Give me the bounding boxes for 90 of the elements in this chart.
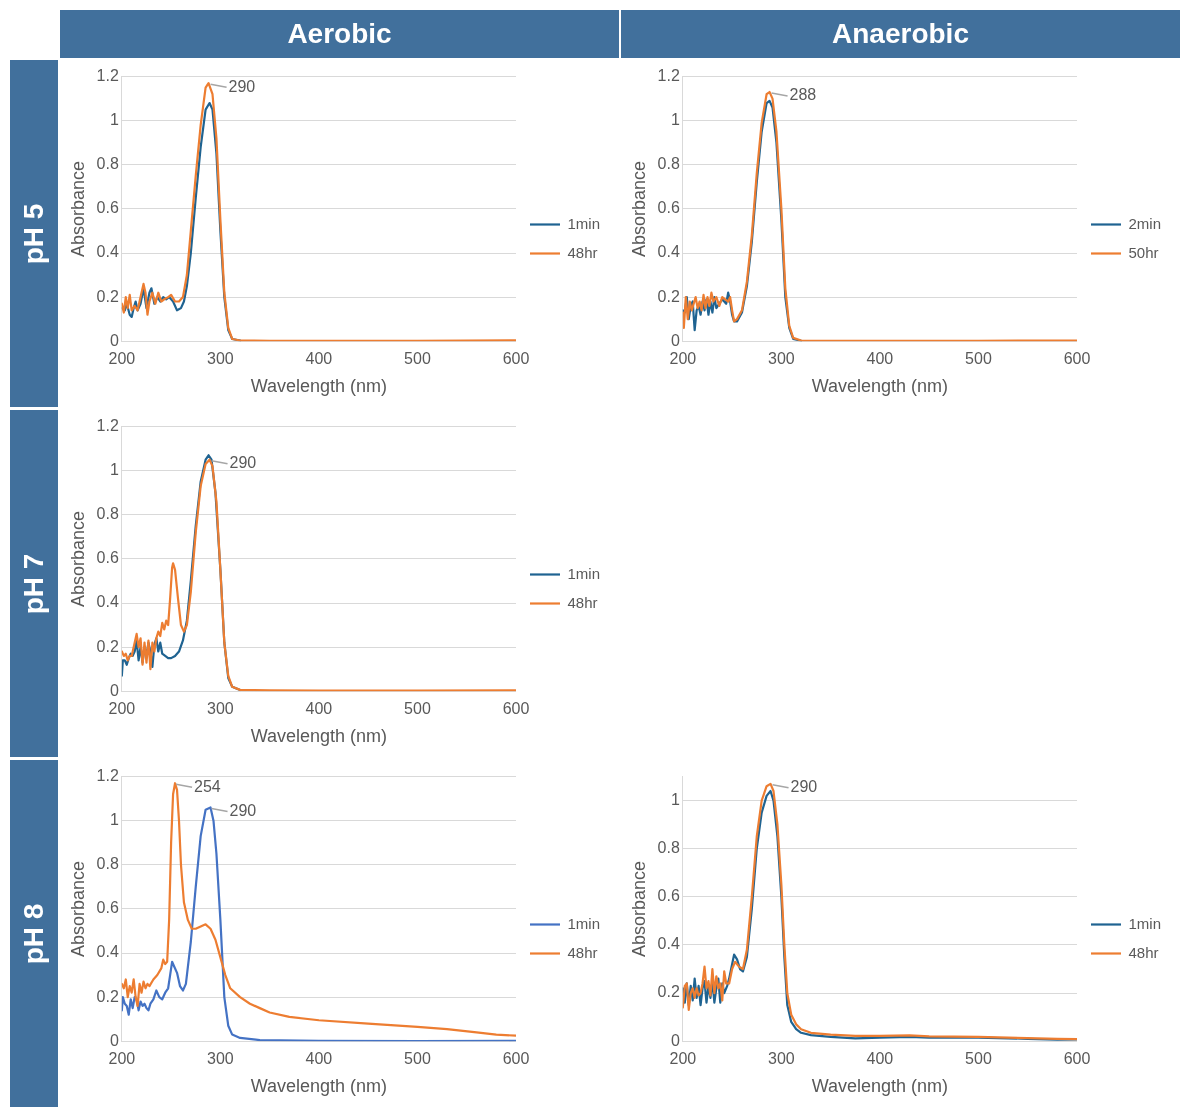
y-tick-label: 0 [109,331,119,349]
y-tick-label: 0.8 [96,855,119,873]
x-axis-title: Wavelength (nm) [250,1076,388,1097]
annotation: 290 [228,77,256,95]
y-tick-label: 0.4 [657,935,680,953]
x-tick-label: 600 [502,1050,530,1068]
y-tick-label: 0.8 [96,505,119,523]
x-tick-label: 400 [305,700,333,718]
y-tick-label: 0.8 [96,155,119,173]
x-tick-label: 600 [502,700,530,718]
legend-label: 1min [567,564,600,582]
y-tick-label: 1 [109,111,119,129]
legend-label: 48hr [567,593,598,611]
x-tick-label: 300 [768,1050,795,1068]
legend-label: 1min [567,914,600,932]
y-axis-title: Absorbance [628,860,649,957]
x-tick-label: 300 [207,350,234,368]
x-tick-label: 400 [866,350,894,368]
text: Aerobic [60,10,619,58]
x-tick-label: 600 [1063,350,1091,368]
x-axis-title: Wavelength (nm) [811,376,949,397]
x-tick-label: 600 [1063,1050,1091,1068]
y-tick-label: 0.8 [657,839,680,857]
y-tick-label: 0 [670,1031,680,1049]
y-tick-label: 0.6 [96,899,119,917]
y-tick-label: 0.6 [96,199,119,217]
x-tick-label: 200 [108,700,136,718]
y-axis-title: Absorbance [67,860,88,957]
y-tick-label: 0.2 [657,287,680,305]
x-axis-title: Wavelength (nm) [250,376,388,397]
text: Anaerobic [621,10,1180,58]
x-tick-label: 300 [207,1050,234,1068]
legend-label: 1min [567,214,600,232]
x-tick-label: 400 [305,350,333,368]
legend-label: 48hr [567,243,598,261]
text: pH 7 [18,553,50,614]
annotation: 290 [790,778,818,796]
annotation: 254 [194,777,221,795]
y-tick-label: 0.4 [96,593,119,611]
x-tick-label: 500 [965,1050,992,1068]
y-tick-label: 0.2 [96,287,119,305]
y-tick-label: 1 [670,111,680,129]
annotation: 290 [229,801,257,819]
y-tick-label: 0.6 [657,199,680,217]
y-tick-label: 0 [670,331,680,349]
y-tick-label: 0 [109,1031,119,1049]
text: pH 5 [18,203,50,264]
x-tick-label: 500 [404,350,431,368]
x-tick-label: 200 [669,1050,697,1068]
x-tick-label: 300 [207,700,234,718]
x-tick-label: 200 [108,350,136,368]
y-tick-label: 1.2 [96,67,119,85]
annotation: 290 [229,454,257,472]
legend-label: 50hr [1128,243,1159,261]
x-tick-label: 400 [866,1050,894,1068]
y-axis-title: Absorbance [67,160,88,257]
y-tick-label: 1 [670,791,680,809]
legend-label: 48hr [1128,943,1159,961]
y-tick-label: 0.4 [96,943,119,961]
y-tick-label: 0.8 [657,155,680,173]
x-tick-label: 500 [404,1050,431,1068]
y-tick-label: 0.2 [657,983,680,1001]
y-tick-label: 0 [109,681,119,699]
x-tick-label: 500 [404,700,431,718]
y-tick-label: 0.2 [96,637,119,655]
x-tick-label: 500 [965,350,992,368]
y-tick-label: 1.2 [96,767,119,785]
y-axis-title: Absorbance [67,510,88,607]
y-tick-label: 0.6 [657,887,680,905]
x-axis-title: Wavelength (nm) [250,726,388,747]
x-tick-label: 400 [305,1050,333,1068]
y-tick-label: 0.2 [96,987,119,1005]
y-tick-label: 0.4 [657,243,680,261]
legend-label: 2min [1128,214,1161,232]
y-axis-title: Absorbance [628,160,649,257]
annotation: 288 [789,86,817,104]
y-tick-label: 1 [109,461,119,479]
x-tick-label: 300 [768,350,795,368]
y-tick-label: 0.4 [96,243,119,261]
x-tick-label: 200 [669,350,697,368]
x-tick-label: 600 [502,350,530,368]
legend-label: 48hr [567,943,598,961]
y-tick-label: 1.2 [657,67,680,85]
text: pH 8 [18,903,50,964]
y-tick-label: 1 [109,811,119,829]
x-tick-label: 200 [108,1050,136,1068]
legend-label: 1min [1128,914,1161,932]
x-axis-title: Wavelength (nm) [811,1076,949,1097]
y-tick-label: 1.2 [96,417,119,435]
y-tick-label: 0.6 [96,549,119,567]
